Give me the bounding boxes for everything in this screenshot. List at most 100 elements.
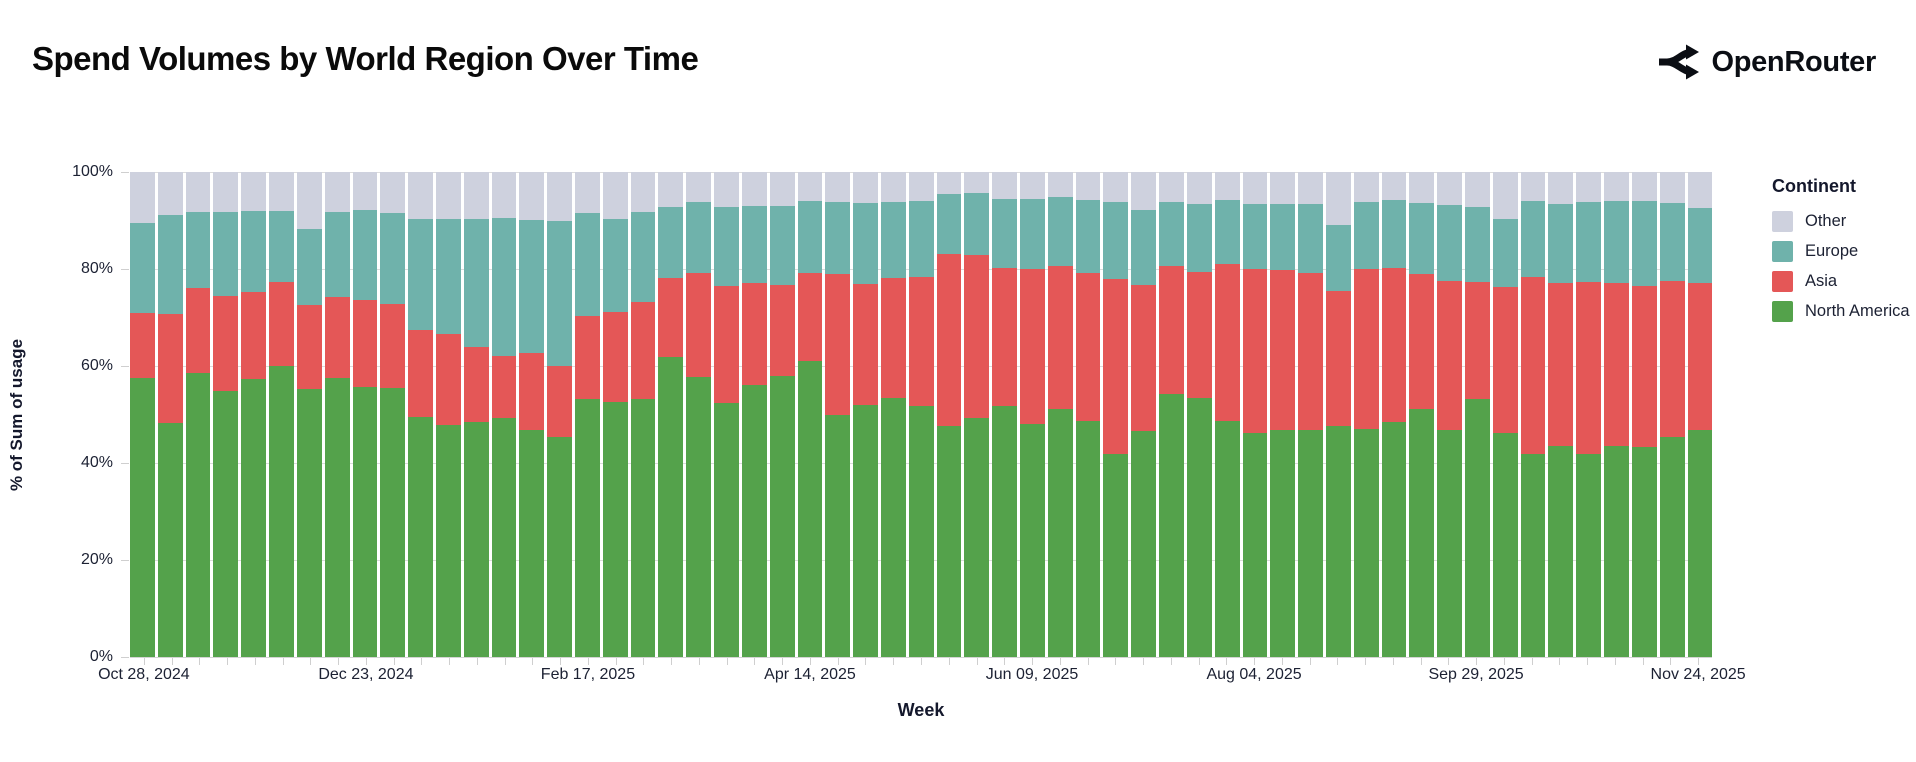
bar-segment-asia[interactable]	[1186, 271, 1212, 398]
bar-segment-asia[interactable]	[157, 314, 183, 423]
bar-segment-asia[interactable]	[1492, 287, 1518, 433]
bar-week-aug-25-2025[interactable]	[1325, 172, 1351, 657]
bar-segment-europe[interactable]	[630, 211, 656, 302]
bar-segment-asia[interactable]	[519, 353, 545, 431]
bar-segment-north-america[interactable]	[547, 436, 572, 657]
bar-segment-europe[interactable]	[352, 209, 378, 301]
bar-segment-north-america[interactable]	[853, 404, 878, 657]
bar-segment-other[interactable]	[1047, 172, 1073, 197]
bar-segment-other[interactable]	[1131, 172, 1157, 210]
bar-segment-asia[interactable]	[1604, 282, 1629, 447]
bar-segment-other[interactable]	[1381, 172, 1407, 201]
bar-segment-north-america[interactable]	[296, 389, 322, 657]
bar-segment-europe[interactable]	[936, 193, 962, 255]
bar-segment-europe[interactable]	[185, 211, 211, 289]
bar-segment-north-america[interactable]	[741, 384, 767, 657]
bar-week-jul-14-2025[interactable]	[1159, 172, 1184, 657]
bar-segment-other[interactable]	[1492, 172, 1518, 220]
bar-week-sep-29-2025[interactable]	[1465, 172, 1490, 657]
bar-week-aug-18-2025[interactable]	[1298, 171, 1323, 657]
bar-week-apr-07-2025[interactable]	[769, 172, 795, 657]
bar-segment-asia[interactable]	[1159, 266, 1184, 395]
bar-week-feb-10-2025[interactable]	[547, 172, 572, 657]
bar-segment-asia[interactable]	[269, 282, 294, 367]
bar-segment-europe[interactable]	[463, 218, 489, 347]
bar-segment-other[interactable]	[769, 172, 795, 207]
bar-segment-europe[interactable]	[1131, 209, 1157, 285]
bar-segment-europe[interactable]	[992, 199, 1017, 268]
bar-segment-north-america[interactable]	[1131, 431, 1157, 657]
bar-segment-north-america[interactable]	[1381, 421, 1407, 657]
bar-segment-europe[interactable]	[1604, 200, 1629, 283]
bar-segment-europe[interactable]	[658, 207, 684, 279]
bar-segment-europe[interactable]	[1631, 200, 1657, 286]
bar-segment-other[interactable]	[658, 171, 684, 208]
bar-segment-north-america[interactable]	[185, 372, 211, 657]
bar-segment-asia[interactable]	[547, 366, 572, 437]
bar-segment-asia[interactable]	[435, 333, 461, 426]
bar-segment-north-america[interactable]	[1465, 399, 1490, 657]
bar-segment-asia[interactable]	[825, 273, 851, 415]
bar-segment-europe[interactable]	[1381, 200, 1407, 268]
legend-item-north-america[interactable]: North America	[1772, 301, 1912, 322]
bar-week-apr-28-2025[interactable]	[853, 171, 878, 657]
bar-segment-asia[interactable]	[463, 346, 489, 422]
bar-week-mar-31-2025[interactable]	[741, 172, 767, 657]
bar-segment-europe[interactable]	[964, 193, 990, 255]
bar-segment-other[interactable]	[157, 172, 183, 216]
bar-segment-europe[interactable]	[1186, 204, 1212, 272]
bar-week-may-26-2025[interactable]	[964, 172, 990, 657]
bar-week-mar-10-2025[interactable]	[658, 171, 684, 657]
bar-segment-europe[interactable]	[380, 213, 406, 304]
bar-segment-asia[interactable]	[992, 267, 1017, 406]
bar-segment-north-america[interactable]	[769, 376, 795, 657]
bar-segment-other[interactable]	[1298, 171, 1323, 204]
bar-week-oct-13-2025[interactable]	[1520, 172, 1546, 657]
bar-segment-other[interactable]	[1465, 172, 1490, 208]
bar-segment-europe[interactable]	[853, 202, 878, 285]
bar-segment-other[interactable]	[1687, 172, 1713, 209]
bar-segment-asia[interactable]	[1020, 269, 1045, 425]
bar-segment-asia[interactable]	[1687, 282, 1713, 430]
bar-week-apr-14-2025[interactable]	[797, 172, 823, 657]
bar-segment-asia[interactable]	[324, 296, 350, 378]
bar-segment-other[interactable]	[1631, 172, 1657, 201]
legend-item-europe[interactable]: Europe	[1772, 241, 1912, 262]
bar-segment-other[interactable]	[1159, 172, 1184, 202]
bar-segment-asia[interactable]	[1214, 264, 1240, 421]
bar-segment-other[interactable]	[463, 172, 489, 219]
bar-segment-asia[interactable]	[1631, 285, 1657, 447]
bar-segment-north-america[interactable]	[1631, 446, 1657, 657]
bar-segment-europe[interactable]	[602, 218, 628, 313]
bar-segment-europe[interactable]	[1687, 208, 1713, 283]
bar-week-feb-03-2025[interactable]	[519, 172, 545, 657]
bar-segment-north-america[interactable]	[1103, 453, 1129, 657]
bar-segment-north-america[interactable]	[1492, 432, 1518, 657]
bar-segment-europe[interactable]	[1325, 224, 1351, 291]
bar-segment-asia[interactable]	[185, 288, 211, 373]
bar-segment-other[interactable]	[825, 172, 851, 202]
bar-week-nov-04-2024[interactable]	[157, 172, 183, 657]
bar-segment-asia[interactable]	[1465, 281, 1490, 400]
bar-segment-north-america[interactable]	[1659, 437, 1685, 657]
bar-segment-north-america[interactable]	[1548, 446, 1574, 657]
bar-segment-north-america[interactable]	[213, 391, 239, 657]
bar-segment-europe[interactable]	[741, 206, 767, 283]
bar-week-feb-24-2025[interactable]	[602, 172, 628, 657]
bar-segment-asia[interactable]	[1242, 268, 1268, 434]
bar-segment-europe[interactable]	[547, 221, 572, 367]
bar-week-mar-24-2025[interactable]	[714, 172, 739, 657]
bar-segment-asia[interactable]	[769, 285, 795, 377]
bar-week-jun-30-2025[interactable]	[1103, 172, 1129, 657]
bar-week-oct-20-2025[interactable]	[1548, 172, 1574, 657]
bar-segment-europe[interactable]	[1242, 204, 1268, 269]
bar-segment-asia[interactable]	[658, 278, 684, 358]
bar-segment-europe[interactable]	[825, 201, 851, 274]
bar-segment-asia[interactable]	[408, 330, 433, 417]
bar-segment-asia[interactable]	[1103, 279, 1129, 454]
bar-segment-north-america[interactable]	[408, 416, 433, 657]
bar-segment-north-america[interactable]	[1075, 420, 1101, 657]
bar-week-nov-25-2024[interactable]	[241, 172, 267, 657]
bar-segment-asia[interactable]	[575, 316, 600, 399]
bar-segment-north-america[interactable]	[686, 376, 712, 657]
